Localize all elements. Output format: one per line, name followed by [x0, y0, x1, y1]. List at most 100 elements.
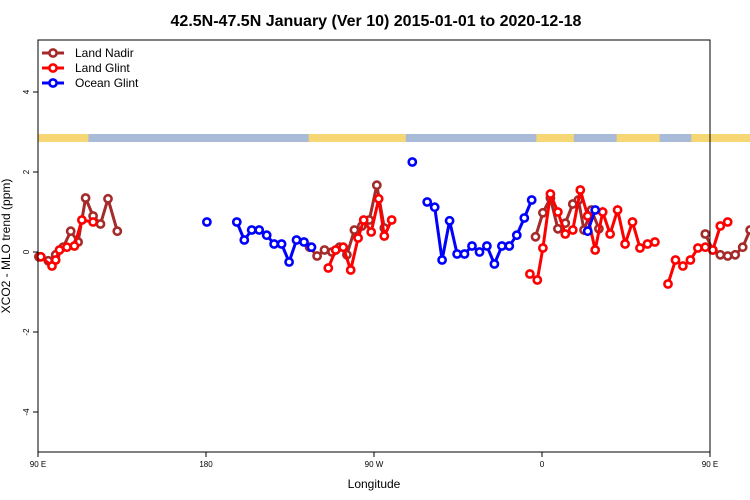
- data-point: [582, 226, 593, 237]
- land-band: [308, 134, 406, 142]
- data-point: [231, 217, 242, 227]
- x-tick-label: 180: [199, 460, 213, 469]
- y-tick-label: 4: [22, 89, 31, 94]
- data-point: [103, 193, 113, 204]
- legend-swatch-point: [48, 48, 58, 58]
- data-point: [50, 255, 61, 265]
- data-point: [650, 237, 660, 247]
- data-point: [246, 225, 257, 235]
- data-point: [284, 257, 294, 267]
- data-point: [590, 205, 601, 215]
- data-point: [444, 215, 455, 226]
- y-tick-label: 2: [22, 169, 31, 174]
- data-point: [291, 235, 302, 245]
- data-point: [532, 275, 543, 285]
- data-point: [65, 226, 76, 237]
- legend-label: Land Nadir: [75, 46, 134, 60]
- data-point: [358, 215, 369, 225]
- data-point: [35, 251, 46, 262]
- data-point: [261, 230, 272, 241]
- data-point: [77, 215, 87, 225]
- data-point: [319, 245, 330, 255]
- x-axis-label: Longitude: [348, 477, 401, 491]
- data-point: [605, 229, 615, 239]
- data-point: [353, 233, 363, 243]
- legend-swatch-point: [48, 78, 58, 88]
- legend-item-ocean-glint: Ocean Glint: [42, 76, 139, 90]
- data-point: [511, 230, 522, 241]
- series-land-glint: [35, 185, 733, 289]
- data-point: [722, 217, 733, 227]
- data-point: [597, 207, 608, 217]
- data-point: [422, 197, 433, 207]
- data-point: [519, 213, 530, 223]
- data-point: [627, 217, 638, 227]
- data-point: [338, 242, 349, 253]
- legend-item-land-glint: Land Glint: [42, 61, 130, 75]
- x-tick-label: 90 E: [30, 460, 46, 469]
- data-point: [730, 249, 741, 260]
- data-point: [306, 242, 317, 253]
- data-point: [474, 247, 485, 257]
- y-tick-label: -4: [22, 408, 31, 416]
- data-point: [575, 185, 586, 195]
- data-point: [530, 231, 541, 242]
- data-point: [635, 243, 645, 253]
- data-point: [349, 225, 360, 235]
- x-axis: 90 E 180 90 W 0 90 E: [30, 452, 718, 469]
- data-point: [269, 239, 279, 249]
- data-point: [312, 251, 322, 261]
- data-point: [525, 269, 535, 279]
- data-point: [62, 242, 72, 253]
- data-point: [489, 259, 500, 269]
- data-point: [715, 249, 726, 260]
- data-point: [538, 243, 548, 253]
- data-point: [707, 245, 718, 255]
- land-band: [616, 134, 660, 142]
- legend-label: Ocean Glint: [75, 76, 139, 90]
- data-point: [670, 255, 681, 265]
- data-point: [715, 221, 726, 231]
- data-point: [467, 241, 477, 251]
- land-ocean-strip: [38, 134, 750, 142]
- data-point: [678, 261, 688, 271]
- series-ocean-glint: [201, 157, 601, 269]
- data-point: [504, 241, 515, 251]
- data-point: [459, 249, 470, 259]
- data-point: [538, 207, 548, 218]
- land-band: [691, 134, 750, 142]
- data-point: [366, 227, 377, 237]
- land-band: [536, 134, 574, 142]
- data-point: [612, 205, 623, 215]
- data-point: [481, 241, 492, 251]
- y-axis-label: XCO2 - MLO trend (ppm): [0, 179, 13, 314]
- data-point: [582, 211, 593, 221]
- data-point: [323, 263, 334, 273]
- data-point: [567, 225, 578, 235]
- data-point: [239, 235, 250, 245]
- data-point: [299, 237, 309, 247]
- series-line: [528, 188, 656, 283]
- y-tick-label: -2: [22, 328, 31, 336]
- data-point: [693, 243, 703, 253]
- data-point: [88, 217, 98, 227]
- data-point: [373, 193, 384, 204]
- data-point: [560, 229, 571, 239]
- data-point: [429, 202, 440, 213]
- data-point: [737, 242, 748, 253]
- data-point: [330, 245, 341, 255]
- data-point: [553, 223, 563, 234]
- data-point: [371, 180, 382, 191]
- data-point: [379, 231, 390, 241]
- legend-item-land-nadir: Land Nadir: [42, 46, 134, 60]
- data-point: [201, 217, 212, 227]
- data-point: [700, 229, 711, 239]
- data-point: [722, 251, 733, 261]
- data-point: [590, 245, 601, 255]
- data-point: [437, 255, 447, 265]
- data-point: [80, 193, 91, 203]
- data-point: [553, 207, 563, 217]
- data-point: [95, 219, 106, 229]
- data-point: [112, 226, 123, 237]
